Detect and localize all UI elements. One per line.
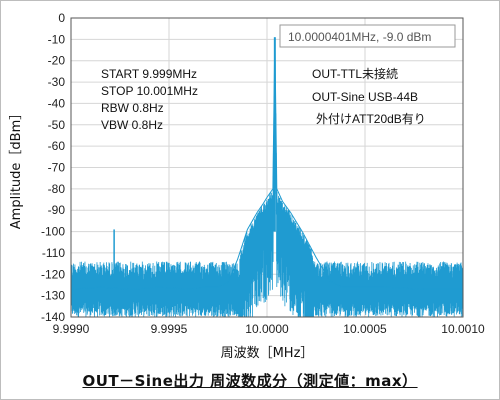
peak-callout: 10.0000401MHz, -9.0 dBm [279, 24, 456, 48]
x-tick-label: 9.9995 [151, 322, 188, 336]
x-tick-label: 10.0000 [245, 322, 289, 336]
y-tick-label: -30 [48, 75, 66, 89]
y-tick-label: -10 [48, 32, 66, 46]
setting-vbw: VBW 0.8Hz [101, 118, 163, 132]
annotation-sine: OUT-Sine USB-44B [312, 90, 418, 104]
y-axis-label: Amplitude［dBm］ [9, 107, 24, 229]
setting-stop: STOP 10.001MHz [101, 84, 198, 98]
annotation-att: 外付けATT20dB有り [316, 112, 426, 126]
x-axis-label: 周波数［MHz］ [221, 346, 314, 361]
plot-border [70, 17, 464, 318]
spectrum-envelope [70, 37, 463, 290]
x-tick-label: 10.0005 [343, 322, 387, 336]
setting-start: START 9.999MHz [101, 67, 197, 81]
measurement-settings: START 9.999MHz STOP 10.001MHz RBW 0.8Hz … [101, 67, 198, 132]
annotation-ttl: OUT-TTL未接続 [312, 66, 398, 81]
y-tick-label: 0 [58, 11, 65, 25]
noise-floor [70, 48, 464, 318]
y-tick-label: -70 [48, 161, 66, 175]
y-tick-label: -120 [41, 267, 65, 281]
y-tick-label: -20 [48, 54, 66, 68]
y-tick-label: -110 [42, 246, 65, 260]
spectrum-trace [70, 37, 464, 318]
y-tick-label: -140 [41, 310, 65, 324]
y-tick-label: -60 [48, 139, 66, 153]
y-tick-label: -50 [48, 118, 66, 132]
peak-callout-text: 10.0000401MHz, -9.0 dBm [288, 30, 431, 44]
y-tick-label: -90 [48, 203, 66, 217]
x-axis-tick-labels: 9.9990 9.9995 10.0000 10.0005 10.0010 [53, 322, 485, 336]
setting-rbw: RBW 0.8Hz [101, 101, 164, 115]
y-tick-label: -80 [48, 182, 66, 196]
x-tick-label: 10.0010 [441, 322, 485, 336]
chart-caption: OUT－Sine出力 周波数成分（測定値：max） [82, 372, 418, 390]
y-axis-tick-labels: 0 -10 -20 -30 -40 -50 -60 -70 -80 -90 -100 -110 -120… [41, 11, 65, 324]
y-tick-label: -40 [48, 96, 66, 110]
y-tick-label: -100 [41, 225, 65, 239]
y-tick-label: -130 [41, 289, 65, 303]
x-tick-label: 9.9990 [53, 322, 90, 336]
peak-callout-box [279, 24, 456, 48]
measurement-conditions: OUT-TTL未接続 OUT-Sine USB-44B 外付けATT20dB有り [312, 66, 426, 126]
